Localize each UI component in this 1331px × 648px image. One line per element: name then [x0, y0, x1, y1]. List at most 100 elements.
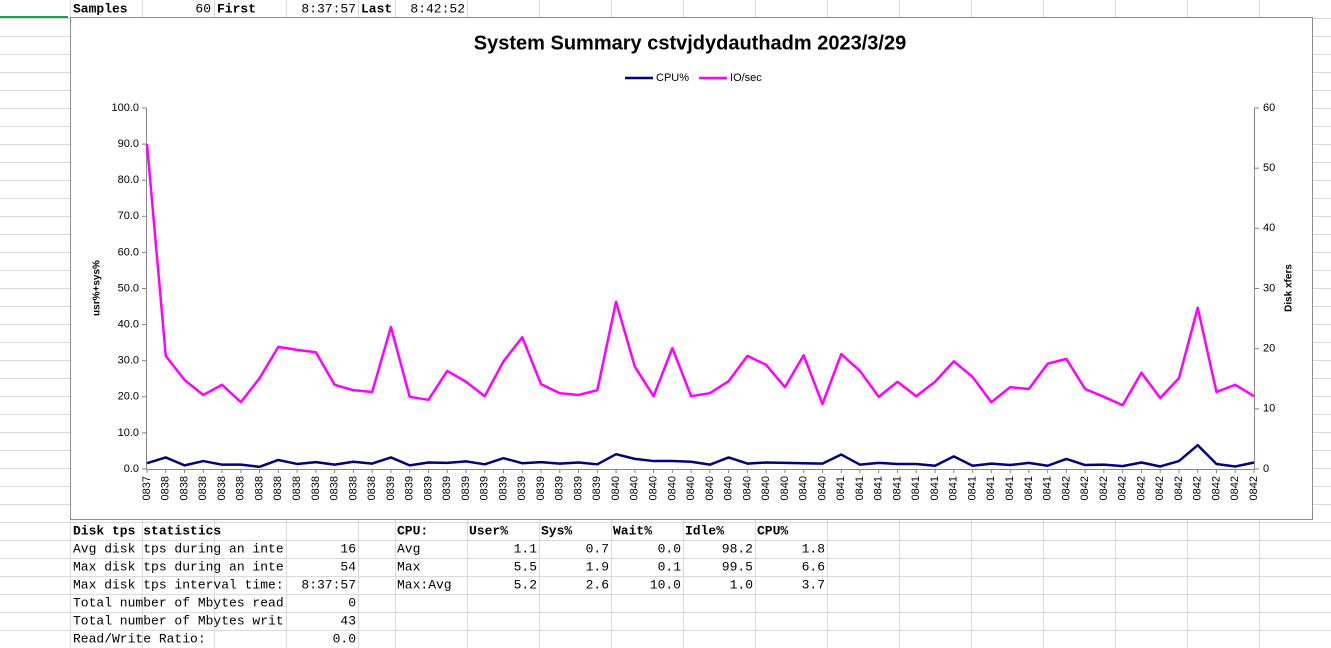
x-tick-label: 0839: [422, 476, 434, 500]
y2-tick-label: 10: [1263, 403, 1275, 415]
x-tick-label: 0838: [197, 476, 209, 500]
y-axis-title: usr%+sys%: [92, 260, 103, 316]
cell-text: CPU%: [757, 523, 788, 538]
y-tick-label: 20.0: [118, 391, 139, 403]
x-tick-label: 0841: [910, 476, 922, 500]
y-tick-label: 50.0: [118, 282, 139, 294]
x-tick-label: 0840: [798, 476, 810, 500]
x-tick-label: 0842: [1060, 476, 1072, 500]
cell-text: Total number of Mbytes read: [73, 595, 284, 610]
x-tick-label: 0842: [1117, 476, 1129, 500]
legend-label: IO/sec: [730, 72, 762, 84]
x-tick-label: 0839: [572, 476, 584, 500]
y2-tick-label: 0: [1263, 463, 1269, 475]
cell-text: 0.1: [658, 559, 682, 574]
cell-text: 1.0: [730, 577, 753, 592]
x-tick-label: 0840: [760, 476, 772, 500]
cell-text: 10.0: [650, 577, 681, 592]
x-tick-label: 0838: [160, 476, 172, 500]
cell-text: 54: [340, 559, 356, 574]
x-tick-label: 0839: [441, 476, 453, 500]
y-tick-label: 10.0: [118, 427, 139, 439]
series-line: [146, 443, 1255, 469]
cell-text: 1.8: [802, 541, 825, 556]
x-tick-label: 0839: [554, 476, 566, 500]
x-tick-label: 0840: [629, 476, 641, 500]
x-tick-label: 0841: [985, 476, 997, 500]
x-tick-label: 0842: [1154, 476, 1166, 500]
x-tick-label: 0839: [497, 476, 509, 500]
cell-text: 3.7: [802, 577, 825, 592]
x-tick-label: 0842: [1173, 476, 1185, 500]
y-tick-label: 60.0: [118, 246, 139, 258]
cell-text: Max:Avg: [397, 577, 452, 592]
x-tick-label: 0842: [1248, 476, 1260, 500]
x-tick-label: 0842: [1229, 476, 1241, 500]
x-tick-label: 0839: [385, 476, 397, 500]
cell-text: User%: [469, 523, 508, 538]
x-tick-label: 0839: [535, 476, 547, 500]
cell-text: Avg disk tps during an inte: [73, 541, 284, 556]
cell-text: 5.5: [514, 559, 537, 574]
cell-text: 16: [340, 541, 356, 556]
y-tick-label: 100.0: [111, 102, 139, 114]
x-tick-label: 0838: [347, 476, 359, 500]
y-tick-label: 30.0: [118, 355, 139, 367]
series-line: [145, 143, 1255, 407]
x-tick-label: 0841: [835, 476, 847, 500]
cell-text: CPU:: [397, 523, 428, 538]
cell-text: 6.6: [802, 559, 825, 574]
x-tick-label: 0841: [854, 476, 866, 500]
y-tick-label: 0.0: [124, 463, 139, 475]
cell-text: 0.7: [586, 541, 609, 556]
chart: 0.0 10.0 20.0 30.0 40.0 50.0 60.0 70.0 80.0 90.0 1…: [92, 72, 1295, 501]
cell-text: Avg: [397, 541, 420, 556]
x-tick-label: 0842: [1079, 476, 1091, 500]
y2-tick-label: 40: [1263, 222, 1275, 234]
x-tick-label: 0840: [666, 476, 678, 500]
cell-text: 0.0: [658, 541, 681, 556]
x-tick-label: 0838: [235, 476, 247, 500]
cell-text: Idle%: [685, 523, 724, 538]
y2-tick-label: 50: [1263, 162, 1275, 174]
x-tick-label: 0840: [647, 476, 659, 500]
cell-text: 98.2: [722, 541, 753, 556]
x-tick-label: 0840: [685, 476, 697, 500]
x-tick-label: 0841: [966, 476, 978, 500]
y2-tick-label: 30: [1263, 282, 1275, 294]
cell-text: First: [217, 1, 256, 16]
x-tick-label: 0840: [741, 476, 753, 500]
x-tick-label: 0838: [272, 476, 284, 500]
x-tick-label: 0841: [891, 476, 903, 500]
cell-text: Sys%: [541, 523, 572, 538]
x-tick-label: 0839: [516, 476, 528, 500]
cell-text: Max disk tps during an inte: [73, 559, 284, 574]
x-tick-label: 0841: [1042, 476, 1054, 500]
x-tick-label: 0840: [610, 476, 622, 500]
x-tick-label: 0841: [948, 476, 960, 500]
cell-text: 0.0: [333, 631, 356, 646]
x-tick-label: 0838: [178, 476, 190, 500]
x-tick-label: 0842: [1210, 476, 1222, 500]
y2-tick-label: 20: [1263, 343, 1275, 355]
cell-text: 2.6: [586, 577, 609, 592]
x-tick-label: 0840: [779, 476, 791, 500]
x-tick-label: 0837: [141, 476, 153, 500]
x-tick-label: 0838: [366, 476, 378, 500]
cells: Samples 60 First 8:37:57 Last 8:42:52 Disk tps…: [73, 1, 825, 646]
cell-text: Wait%: [613, 523, 652, 538]
cell-text: 0: [348, 595, 356, 610]
cell-text: Total number of Mbytes writ: [73, 613, 284, 628]
x-tick-label: 0842: [1192, 476, 1204, 500]
chart-title: System Summary cstvjdydauthadm 2023/3/29: [474, 32, 906, 54]
x-tick-label: 0838: [291, 476, 303, 500]
chart-area: [70, 17, 1313, 520]
x-tick-label: 0840: [723, 476, 735, 500]
cell-text: 5.2: [514, 577, 537, 592]
x-tick-label: 0838: [310, 476, 322, 500]
y2-tick-label: 60: [1263, 102, 1275, 114]
x-tick-label: 0841: [929, 476, 941, 500]
cell-text: 43: [340, 613, 356, 628]
y-tick-label: 90.0: [118, 138, 139, 150]
cell-text: 60: [195, 1, 211, 16]
